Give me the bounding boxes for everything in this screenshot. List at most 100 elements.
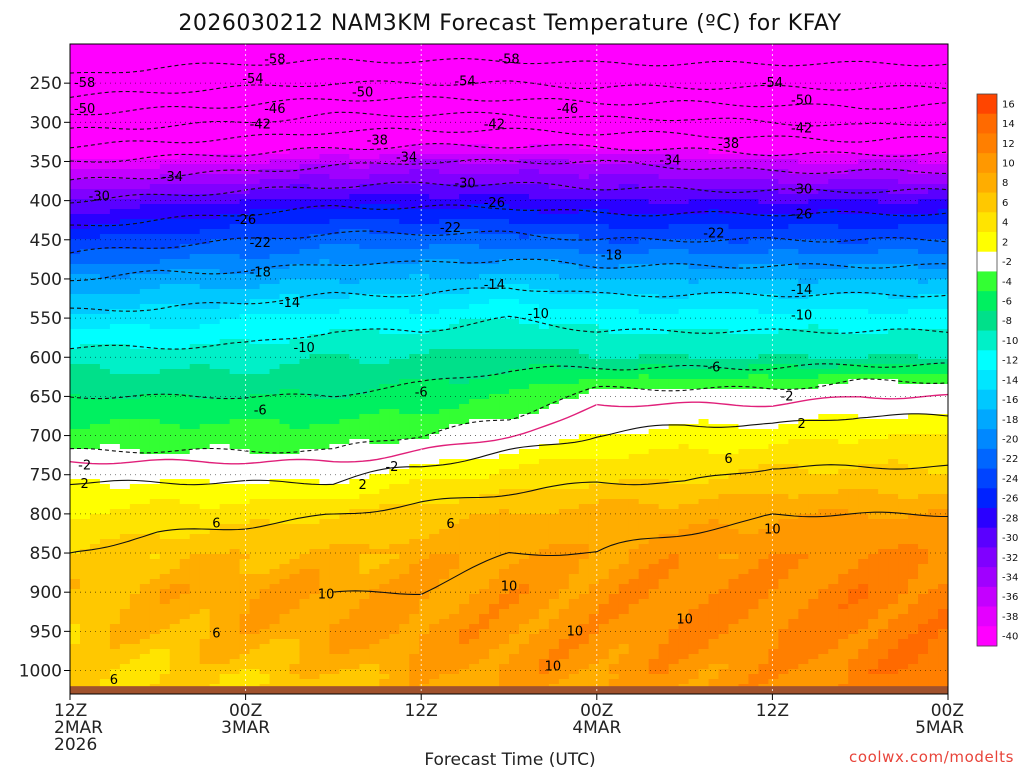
heat-cell: [399, 79, 410, 85]
heat-cell: [79, 74, 91, 80]
heat-cell: [99, 249, 111, 255]
heat-cell: [848, 154, 859, 160]
heat-cell: [548, 259, 560, 265]
heat-cell: [259, 44, 271, 50]
heat-cell: [758, 179, 770, 185]
heat-cell: [419, 94, 430, 100]
heat-cell: [259, 274, 271, 280]
heat-cell: [518, 124, 530, 130]
heat-cell: [928, 134, 939, 140]
heat-cell: [509, 279, 520, 285]
heat-cell: [229, 294, 241, 300]
heat-cell: [778, 279, 789, 285]
heat-cell: [648, 189, 660, 195]
heat-cell: [439, 309, 450, 315]
heat-cell: [409, 109, 420, 115]
heat-cell: [668, 99, 680, 105]
heat-cell: [698, 144, 710, 150]
heat-cell: [489, 299, 500, 305]
heat-cell: [449, 264, 460, 270]
heat-cell: [848, 304, 859, 310]
heat-cell: [209, 224, 221, 230]
heat-cell: [449, 164, 460, 170]
heat-cell: [279, 74, 291, 80]
heat-cell: [189, 314, 201, 320]
heat-cell: [509, 134, 520, 140]
heat-cell: [518, 204, 530, 210]
heat-cell: [269, 224, 281, 230]
heat-cell: [558, 264, 570, 270]
heat-cell: [219, 84, 231, 90]
heat-cell: [379, 204, 390, 210]
heat-cell: [778, 174, 789, 180]
heat-cell: [419, 134, 430, 140]
heat-cell: [449, 59, 460, 65]
heat-cell: [788, 314, 799, 320]
heat-cell: [479, 94, 490, 100]
heat-cell: [329, 69, 340, 75]
heat-cell: [289, 319, 301, 325]
heat-cell: [518, 294, 530, 300]
heat-cell: [209, 174, 221, 180]
heat-cell: [499, 139, 510, 145]
heat-cell: [99, 134, 111, 140]
heat-cell: [409, 49, 420, 55]
heat-cell: [109, 309, 121, 315]
heat-cell: [159, 234, 171, 240]
heat-cell: [578, 109, 590, 115]
heat-cell: [239, 119, 251, 125]
heat-cell: [349, 79, 360, 85]
heat-cell: [189, 154, 201, 160]
heat-cell: [229, 119, 241, 125]
heat-cell: [708, 154, 720, 160]
heat-cell: [79, 149, 91, 155]
heat-cell: [99, 269, 111, 275]
heat-cell: [229, 254, 241, 260]
heat-cell: [788, 64, 799, 70]
heat-cell: [718, 204, 730, 210]
heat-cell: [788, 109, 799, 115]
heat-cell: [838, 229, 849, 235]
heat-cell: [518, 139, 530, 145]
heat-cell: [249, 169, 261, 175]
heat-cell: [918, 274, 929, 280]
heat-cell: [598, 314, 610, 320]
heat-cell: [369, 249, 380, 255]
heat-cell: [718, 174, 730, 180]
heat-cell: [299, 219, 311, 225]
heat-cell: [918, 189, 929, 195]
heat-cell: [868, 159, 879, 165]
heat-cell: [608, 284, 620, 290]
heat-cell: [538, 139, 550, 145]
heat-cell: [239, 209, 251, 215]
heat-cell: [439, 74, 450, 80]
heat-cell: [618, 129, 630, 135]
heat-cell: [249, 189, 261, 195]
heat-cell: [509, 289, 520, 295]
heat-cell: [419, 194, 430, 200]
heat-cell: [439, 244, 450, 250]
heat-cell: [518, 189, 530, 195]
heat-cell: [389, 69, 400, 75]
heat-cell: [249, 159, 261, 165]
heat-cell: [339, 114, 350, 120]
heat-cell: [868, 74, 879, 80]
heat-cell: [798, 109, 809, 115]
heat-cell: [119, 44, 131, 50]
heat-cell: [568, 104, 580, 110]
heat-cell: [658, 149, 670, 155]
heat-cell: [938, 129, 948, 135]
heat-cell: [449, 124, 460, 130]
heat-cell: [99, 314, 111, 320]
heat-cell: [738, 279, 750, 285]
heat-cell: [788, 174, 799, 180]
heat-cell: [259, 299, 271, 305]
heat-cell: [229, 259, 241, 265]
heat-cell: [339, 214, 350, 220]
heat-cell: [89, 59, 101, 65]
heat-cell: [359, 69, 370, 75]
heat-cell: [409, 264, 420, 270]
heat-cell: [938, 154, 948, 160]
heat-cell: [259, 229, 271, 235]
heat-cell: [399, 99, 410, 105]
